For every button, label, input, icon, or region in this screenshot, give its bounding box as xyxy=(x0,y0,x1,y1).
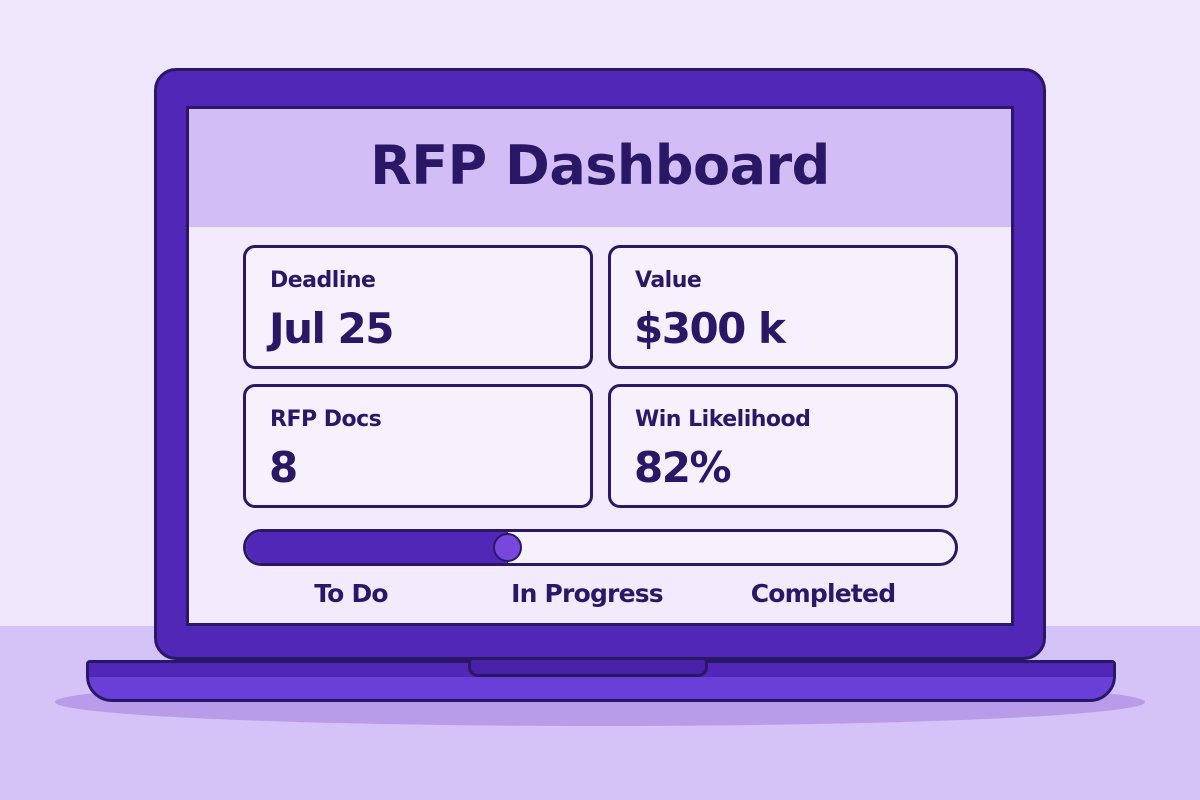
rfp-docs-label: RFP Docs xyxy=(270,407,382,432)
rfp-docs-card[interactable]: RFP Docs 8 xyxy=(243,384,593,508)
header-bar: RFP Dashboard xyxy=(189,109,1011,227)
progress-bar[interactable] xyxy=(243,529,958,566)
page-title: RFP Dashboard xyxy=(370,133,830,197)
stage-completed[interactable]: Completed xyxy=(750,579,896,608)
laptop-hinge-notch xyxy=(468,660,708,677)
stage-to-do[interactable]: To Do xyxy=(314,579,388,608)
progress-fill xyxy=(246,532,508,563)
value-card[interactable]: Value $300 k xyxy=(608,245,958,369)
deadline-label: Deadline xyxy=(270,268,376,293)
deadline-value: Jul 25 xyxy=(269,304,395,353)
win-likelihood-value: 82% xyxy=(634,443,732,492)
value-label: Value xyxy=(635,268,702,293)
progress-handle[interactable] xyxy=(493,533,522,562)
rfp-docs-count: 8 xyxy=(269,443,298,492)
deadline-card[interactable]: Deadline Jul 25 xyxy=(243,245,593,369)
dashboard-screen: RFP Dashboard Deadline Jul 25 Value $300… xyxy=(186,106,1014,626)
value-amount: $300 k xyxy=(634,304,786,353)
stage-in-progress[interactable]: In Progress xyxy=(511,579,664,608)
win-likelihood-label: Win Likelihood xyxy=(635,407,811,432)
win-likelihood-card[interactable]: Win Likelihood 82% xyxy=(608,384,958,508)
